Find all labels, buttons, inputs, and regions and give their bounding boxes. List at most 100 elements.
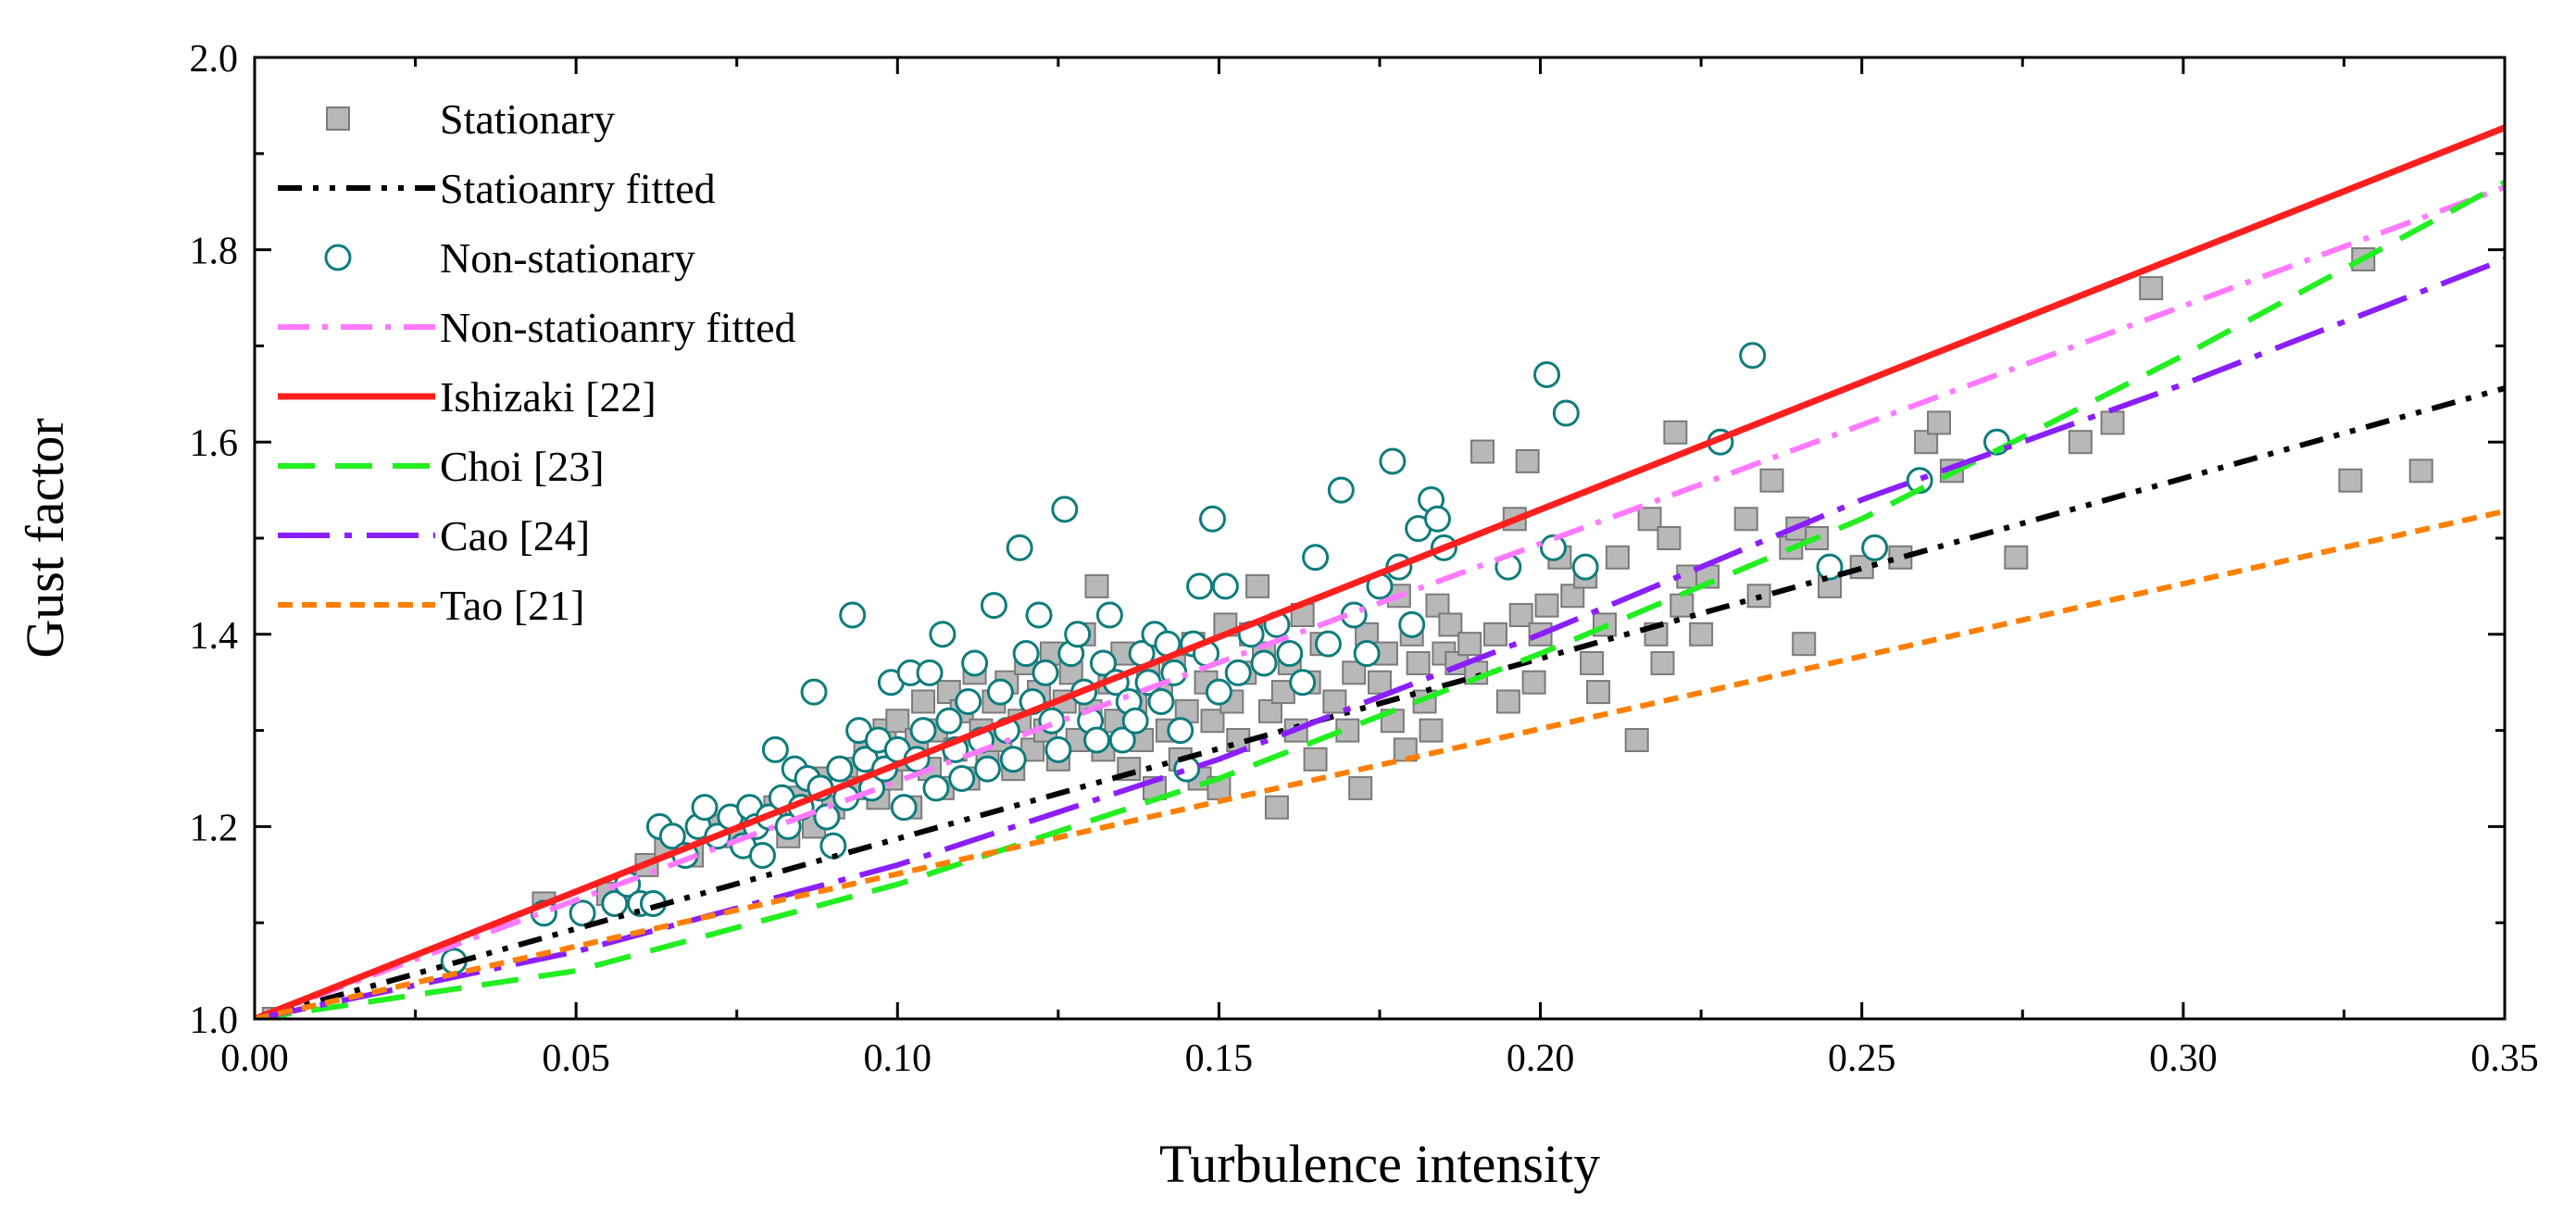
y-tick-label: 1.4 <box>190 615 239 658</box>
stationary-point <box>2068 430 2093 455</box>
stationary-point <box>1650 650 1675 675</box>
legend-label: Statioanry fitted <box>440 165 716 212</box>
x-axis-label: Turbulence intensity <box>1159 1134 1600 1194</box>
stationary-point <box>1084 573 1109 598</box>
stationary-point <box>911 689 936 714</box>
stationary-point <box>1322 689 1347 714</box>
stationary-point <box>1927 410 1952 435</box>
stationary-point <box>1457 632 1482 657</box>
stationary-point <box>1368 670 1392 695</box>
non-stationary-point <box>1276 640 1304 668</box>
stationary-point <box>1264 795 1289 820</box>
legend-swatch <box>326 107 350 131</box>
non-stationary-point <box>1224 659 1252 686</box>
non-stationary-point <box>800 678 828 706</box>
non-stationary-point <box>1211 572 1239 600</box>
legend-item: Non-stationary <box>324 234 695 282</box>
non-stationary-point <box>999 746 1027 773</box>
axis-ticks: 0.00 0.05 0.10 0.15 0.20 0.25 0.30 0.35 1.0 1.2 1.… <box>190 38 2539 1080</box>
non-stationary-point <box>569 899 596 927</box>
stationary-point <box>2139 276 2164 301</box>
non-stationary-point <box>813 803 841 831</box>
non-stationary-point <box>1147 687 1175 715</box>
y-tick-label: 1.6 <box>190 422 239 465</box>
stationary-point <box>1605 545 1630 570</box>
legend-item: Statioanry fitted <box>278 165 716 212</box>
x-tick-label: 0.05 <box>542 1037 610 1080</box>
non-stationary-point <box>1089 649 1117 677</box>
legend-label: Stationary <box>440 95 615 143</box>
non-stationary-point <box>1289 669 1317 697</box>
legend-item: Tao [21] <box>278 582 584 629</box>
non-stationary-point <box>1012 640 1040 668</box>
legend-item: Non-statioanry fitted <box>278 304 796 351</box>
y-axis-label: Gust factor <box>15 418 75 658</box>
stationary-point <box>1689 622 1714 647</box>
legend: Stationary Statioanry fitted Non-stationar… <box>278 95 796 629</box>
legend-label: Tao [21] <box>440 582 584 629</box>
non-stationary-point <box>980 592 1007 620</box>
non-stationary-point <box>1423 505 1451 533</box>
legend-label: Non-stationary <box>440 234 695 282</box>
non-stationary-point <box>1398 610 1426 638</box>
x-tick-label: 0.30 <box>2149 1037 2218 1080</box>
fit-line <box>255 184 2505 1019</box>
non-stationary-point <box>890 794 918 822</box>
stationary-point <box>2004 545 2029 570</box>
stationary-point <box>1270 680 1295 705</box>
non-stationary-point <box>1051 496 1079 523</box>
x-tick-label: 0.20 <box>1507 1037 1575 1080</box>
non-stationary-point <box>1186 572 1214 600</box>
non-stationary-point <box>1539 534 1567 561</box>
stationary-point <box>1495 689 1520 714</box>
non-stationary-point <box>658 823 686 850</box>
non-stationary-point <box>1006 534 1033 561</box>
legend-item: Ishizaki [22] <box>278 373 657 421</box>
non-stationary-point <box>986 678 1014 706</box>
stationary-point <box>1342 660 1367 685</box>
non-stationary-point <box>1121 707 1149 735</box>
legend-swatch <box>324 244 352 271</box>
stationary-point <box>1624 727 1649 752</box>
stationary-point <box>1580 650 1605 675</box>
non-stationary-point <box>955 687 982 715</box>
fit-line <box>255 180 2505 1019</box>
stationary-point <box>2338 468 2363 493</box>
stationary-point <box>1245 573 1270 598</box>
non-stationary-point <box>1327 476 1355 504</box>
non-stationary-point <box>601 889 629 917</box>
non-stationary-point <box>1533 361 1561 389</box>
stationary-point <box>1792 632 1817 657</box>
stationary-point <box>1521 670 1546 695</box>
non-stationary-point <box>1032 659 1059 686</box>
non-stationary-point <box>1552 399 1580 427</box>
stationary-point <box>1733 507 1758 532</box>
x-tick-label: 0.15 <box>1185 1037 1254 1080</box>
y-tick-label: 1.0 <box>190 999 239 1042</box>
plot-marks <box>255 124 2505 1019</box>
stationary-point <box>1586 680 1611 705</box>
legend-item: Choi [23] <box>278 443 605 490</box>
non-stationary-point <box>1064 621 1092 648</box>
non-stationary-point <box>826 755 854 783</box>
y-tick-label: 1.8 <box>190 231 239 273</box>
x-tick-label: 0.00 <box>220 1037 289 1080</box>
non-stationary-point <box>1302 544 1330 572</box>
non-stationary-point <box>929 621 957 648</box>
non-stationary-point <box>1025 601 1053 629</box>
non-stationary-point <box>1379 447 1407 475</box>
x-tick-label: 0.10 <box>864 1037 932 1080</box>
non-stationary-point <box>916 659 944 686</box>
legend-label: Cao [24] <box>440 512 590 559</box>
non-stationary-point <box>748 842 776 870</box>
legend-label: Ishizaki [22] <box>440 373 657 421</box>
non-stationary-point <box>948 765 976 792</box>
non-stationary-point <box>1571 553 1599 581</box>
stationary-point <box>1419 718 1444 743</box>
non-stationary-point <box>1816 553 1844 581</box>
stationary-point <box>1482 622 1507 647</box>
non-stationary-point <box>961 649 989 677</box>
x-tick-label: 0.35 <box>2470 1037 2539 1080</box>
non-stationary-point <box>1095 601 1123 629</box>
